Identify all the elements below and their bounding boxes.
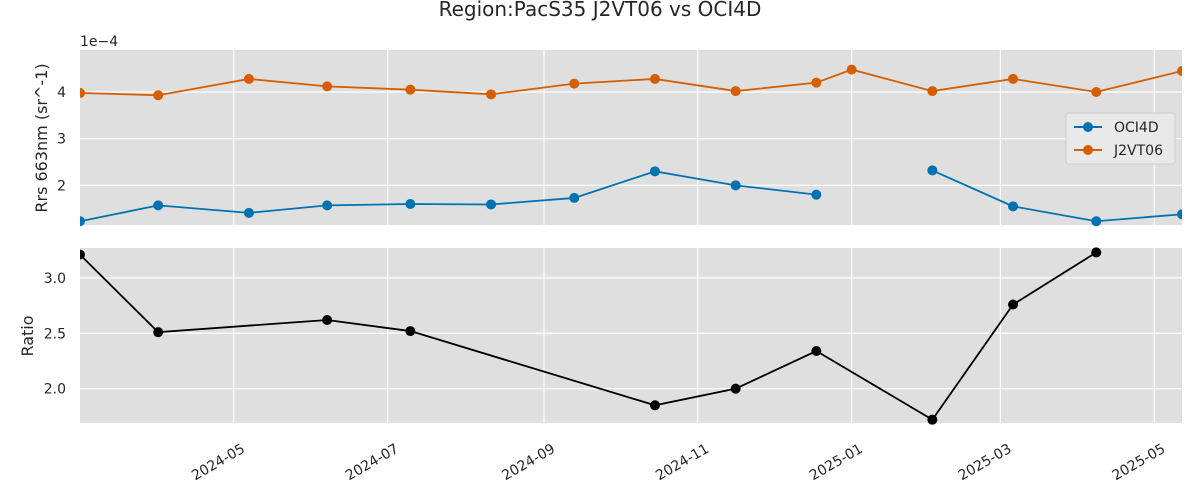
data-point — [927, 165, 938, 176]
data-point — [1091, 247, 1102, 258]
x-tick-label: 2024-09 — [499, 441, 558, 484]
data-point — [811, 77, 822, 88]
data-point — [927, 414, 938, 425]
data-point — [1091, 216, 1102, 227]
x-tick-label: 2025-01 — [807, 441, 866, 484]
data-point — [80, 87, 85, 98]
series-line — [80, 251, 1097, 421]
data-point — [486, 89, 497, 100]
data-point — [1177, 66, 1182, 76]
data-point — [811, 189, 822, 200]
data-point — [1008, 299, 1019, 310]
series-line — [931, 169, 1182, 223]
data-point — [1008, 201, 1019, 212]
data-point — [649, 73, 660, 84]
data-point — [569, 192, 580, 203]
legend-marker-oci4d — [1083, 122, 1093, 132]
top-panel: 2 3 4 1e−4 Rrs 663nm (sr^-1) OCI4D J2VT06 — [32, 34, 1182, 227]
data-point — [1008, 73, 1019, 84]
y-tick-label: 3 — [57, 132, 66, 148]
top-plot-area — [80, 50, 1182, 225]
series-j2vt06 — [80, 64, 1182, 101]
data-point — [153, 90, 164, 101]
bottom-plot-area — [80, 248, 1182, 423]
legend: OCI4D J2VT06 — [1065, 112, 1176, 165]
y-tick-label: 2 — [57, 178, 66, 194]
data-point — [1091, 87, 1102, 97]
data-point — [649, 400, 660, 411]
data-point — [405, 326, 416, 337]
legend-marker-j2vt06 — [1083, 145, 1093, 155]
chart-title: Region:PacS35 J2VT06 vs OCI4D — [439, 0, 762, 21]
y-tick-label: 2.0 — [44, 382, 66, 398]
x-tick-label: 2025-03 — [956, 441, 1015, 484]
data-point — [405, 199, 416, 209]
data-point — [80, 249, 85, 260]
series-oci4d — [80, 165, 1182, 227]
x-tick-label: 2024-05 — [189, 441, 248, 484]
y-tick-label: 3.0 — [44, 271, 66, 287]
top-y-axis-label: Rrs 663nm (sr^-1) — [32, 63, 51, 212]
x-tick-label: 2025-05 — [1110, 441, 1169, 484]
data-point — [569, 78, 580, 89]
data-point — [846, 64, 857, 75]
series-line — [80, 170, 817, 223]
data-point — [153, 327, 164, 338]
data-point — [322, 81, 333, 92]
data-point — [80, 216, 85, 227]
legend-label-oci4d: OCI4D — [1114, 120, 1159, 136]
data-point — [322, 200, 333, 211]
data-point — [405, 84, 416, 95]
data-point — [811, 346, 822, 357]
series-ratio — [80, 247, 1102, 425]
data-point — [730, 383, 741, 394]
data-point — [1177, 209, 1182, 220]
x-axis-ticks: 2024-05 2024-07 2024-09 2024-11 2025-01 2025-… — [189, 441, 1168, 484]
x-tick-label: 2024-11 — [653, 441, 712, 484]
bottom-panel: 2.0 2.5 3.0 Ratio — [18, 247, 1182, 425]
data-point — [153, 200, 164, 211]
data-point — [730, 180, 741, 191]
data-point — [927, 86, 938, 97]
legend-label-j2vt06: J2VT06 — [1113, 143, 1163, 159]
x-tick-label: 2024-07 — [343, 441, 402, 484]
data-point — [322, 314, 333, 325]
top-y-offset-label: 1e−4 — [80, 34, 118, 50]
data-point — [730, 86, 741, 97]
data-point — [486, 199, 497, 210]
data-point — [649, 166, 660, 177]
y-tick-label: 2.5 — [44, 326, 66, 342]
bottom-y-axis-label: Ratio — [18, 315, 37, 356]
data-point — [243, 207, 254, 218]
data-point — [243, 73, 254, 84]
y-tick-label: 4 — [57, 85, 66, 101]
legend-box — [1065, 112, 1176, 165]
